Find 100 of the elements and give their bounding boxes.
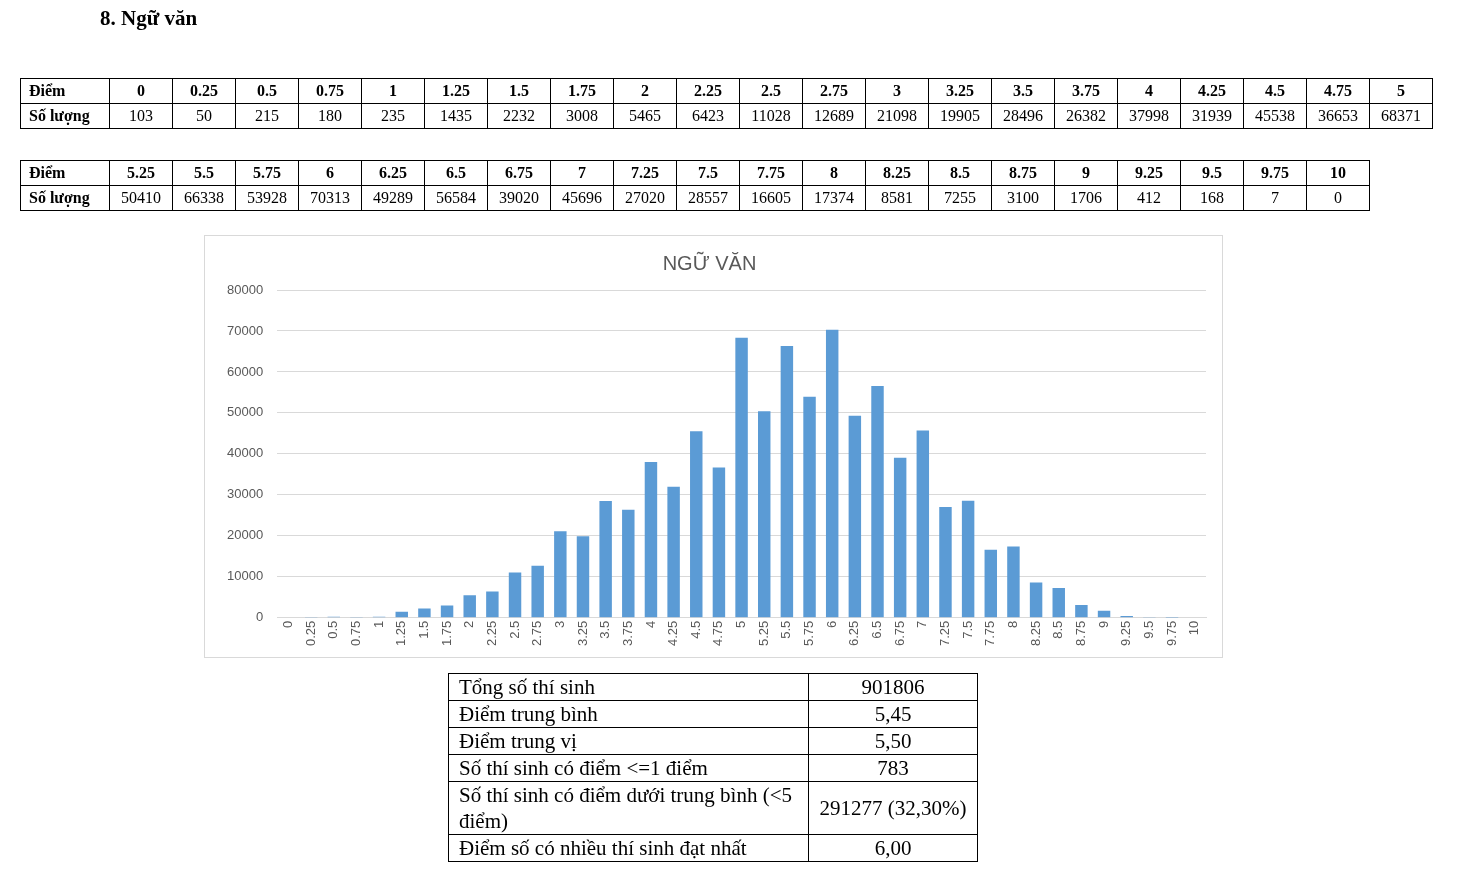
- x-tick-label: 9.75: [1243, 160, 1307, 186]
- x-tick-label: 5.5: [778, 620, 794, 639]
- data-label: 11028: [739, 103, 803, 129]
- y-tick-label: Số lượng: [20, 103, 110, 129]
- text: Điểm: [20, 160, 110, 186]
- bar: [622, 509, 635, 618]
- data-label: 36653: [1306, 103, 1370, 129]
- x-tick-label: 0.25: [302, 620, 318, 647]
- bar: [644, 462, 658, 618]
- x-tick-label: 8.75: [991, 160, 1055, 186]
- x-tick-label: 0.75: [298, 78, 362, 104]
- x-tick-label: 3.25: [574, 620, 590, 647]
- x-tick-label: 6: [298, 160, 362, 186]
- x-tick-label: 4: [1117, 78, 1181, 104]
- x-tick-label: 2: [461, 620, 477, 628]
- x-tick-label: 9.25: [1118, 620, 1134, 647]
- data-label: 180: [298, 103, 362, 129]
- bar: [893, 457, 907, 618]
- bar: [508, 572, 522, 618]
- data-label: 168: [1180, 185, 1244, 211]
- data-label: 5465: [613, 103, 677, 129]
- x-tick-label: 6.5: [869, 620, 885, 639]
- x-tick-label: 8.75: [1072, 620, 1088, 647]
- y-tick-label: 40000: [226, 445, 264, 461]
- y-tick-label: 70000: [226, 322, 264, 338]
- x-tick-label: 3.5: [597, 620, 613, 639]
- text: 291277 (32,30%): [808, 781, 978, 835]
- x-tick-label: 1.75: [438, 620, 454, 647]
- x-tick-label: 6.25: [846, 620, 862, 647]
- data-label: 27020: [613, 185, 677, 211]
- bar: [961, 500, 975, 618]
- bar: [1075, 605, 1088, 618]
- text: 6,00: [808, 834, 978, 862]
- text: Số thí sinh có điểm <=1 điểm: [448, 754, 809, 782]
- x-tick-label: 3.75: [1054, 78, 1118, 104]
- data-label: 8581: [865, 185, 929, 211]
- bar: [576, 536, 590, 618]
- x-tick-label: 2.75: [802, 78, 866, 104]
- x-tick-label: 8: [1005, 620, 1021, 628]
- bar: [758, 411, 771, 618]
- y-tick-label: 20000: [226, 527, 264, 543]
- data-label: 50: [172, 103, 236, 129]
- bar: [848, 415, 862, 618]
- text: Điểm: [20, 78, 110, 104]
- x-tick-label: 5.75: [801, 620, 817, 647]
- data-label: 1706: [1054, 185, 1118, 211]
- x-tick-label: 1.5: [415, 620, 431, 639]
- x-tick-label: 3.75: [619, 620, 635, 647]
- data-label: 0: [1306, 185, 1370, 211]
- data-label: 2232: [487, 103, 551, 129]
- data-label: 31939: [1180, 103, 1244, 129]
- x-tick-label: 1.25: [424, 78, 488, 104]
- x-tick-label: 2.75: [529, 620, 545, 647]
- data-label: 53928: [235, 185, 299, 211]
- x-tick-label: 5.25: [755, 620, 771, 647]
- data-label: 66338: [172, 185, 236, 211]
- x-tick-label: 9: [1054, 160, 1118, 186]
- text: 783: [808, 754, 978, 782]
- y-tick-label: Số lượng: [20, 185, 110, 211]
- data-label: 70313: [298, 185, 362, 211]
- x-tick-label: 10: [1306, 160, 1370, 186]
- text: 901806: [808, 673, 978, 701]
- x-tick-label: 2.25: [483, 620, 499, 647]
- bar: [440, 605, 454, 618]
- text: Điểm trung bình: [448, 700, 809, 728]
- data-label: 19905: [928, 103, 992, 129]
- x-tick-label: 7: [914, 620, 930, 628]
- y-tick-label: 50000: [226, 404, 264, 420]
- data-label: 1435: [424, 103, 488, 129]
- x-tick-label: 1: [361, 78, 425, 104]
- x-tick-label: 9.25: [1117, 160, 1181, 186]
- data-label: 37998: [1117, 103, 1181, 129]
- x-tick-label: 5.25: [109, 160, 173, 186]
- x-tick-label: 0.25: [172, 78, 236, 104]
- bar: [825, 329, 839, 618]
- bar: [395, 611, 408, 618]
- x-tick-label: 5.5: [172, 160, 236, 186]
- x-tick-label: 0.75: [348, 620, 364, 647]
- data-label: 3008: [550, 103, 614, 129]
- data-label: 7255: [928, 185, 992, 211]
- data-label: 39020: [487, 185, 551, 211]
- x-tick-label: 1.25: [393, 620, 409, 647]
- y-tick-label: 30000: [226, 486, 264, 502]
- data-label: 7: [1243, 185, 1307, 211]
- data-label: 6423: [676, 103, 740, 129]
- x-tick-label: 9: [1095, 620, 1111, 628]
- bar: [916, 430, 930, 618]
- data-label: 28496: [991, 103, 1055, 129]
- x-tick-label: 1: [370, 620, 386, 628]
- x-tick-label: 9.75: [1163, 620, 1179, 647]
- data-label: 12689: [802, 103, 866, 129]
- x-tick-label: 2: [613, 78, 677, 104]
- x-tick-label: 7.25: [937, 620, 953, 647]
- text: Điểm số có nhiều thí sinh đạt nhất: [448, 834, 809, 862]
- x-tick-label: 7.75: [739, 160, 803, 186]
- data-label: 21098: [865, 103, 929, 129]
- bar: [803, 396, 816, 618]
- text: Tổng số thí sinh: [448, 673, 809, 701]
- x-tick-label: 7.25: [613, 160, 677, 186]
- x-tick-label: 4.75: [1306, 78, 1370, 104]
